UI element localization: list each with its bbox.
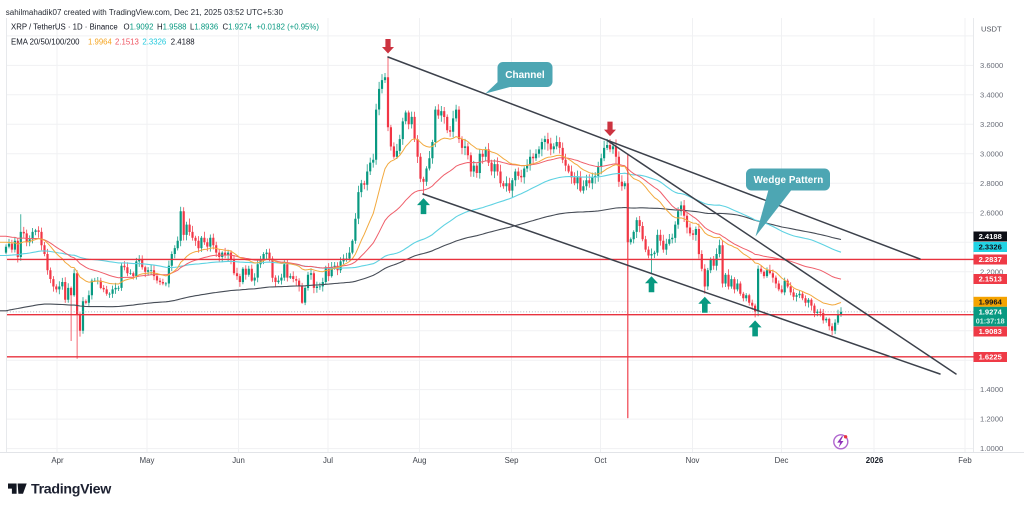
svg-text:2.3326: 2.3326 (979, 243, 1002, 252)
svg-text:sahilmahadik07 created with Tr: sahilmahadik07 created with TradingView.… (6, 8, 284, 17)
svg-text:3.6000: 3.6000 (980, 61, 1003, 70)
svg-text:1.0000: 1.0000 (980, 444, 1003, 453)
svg-text:Dec: Dec (775, 456, 789, 465)
svg-text:Sep: Sep (505, 456, 520, 465)
svg-text:1.9083: 1.9083 (979, 327, 1002, 336)
svg-text:Aug: Aug (413, 456, 427, 465)
svg-text:TradingView: TradingView (31, 482, 112, 498)
svg-text:USDT: USDT (981, 25, 1002, 34)
svg-text:2.4188: 2.4188 (979, 232, 1002, 241)
svg-text:2.2837: 2.2837 (979, 255, 1002, 264)
svg-text:Feb: Feb (958, 456, 972, 465)
svg-text:01:37:18: 01:37:18 (976, 317, 1005, 326)
svg-text:3.2000: 3.2000 (980, 120, 1003, 129)
svg-text:Apr: Apr (51, 456, 64, 465)
svg-text:Oct: Oct (594, 456, 607, 465)
svg-text:1.9274: 1.9274 (979, 308, 1003, 317)
svg-text:3.4000: 3.4000 (980, 90, 1003, 99)
svg-text:2.2000: 2.2000 (980, 267, 1003, 276)
svg-text:2.6000: 2.6000 (980, 208, 1003, 217)
svg-text:1.9964: 1.9964 (979, 298, 1003, 307)
svg-text:2026: 2026 (866, 456, 884, 465)
svg-text:May: May (140, 456, 155, 465)
svg-text:2.1513: 2.1513 (979, 275, 1002, 284)
svg-text:2.8000: 2.8000 (980, 179, 1003, 188)
svg-text:Nov: Nov (686, 456, 700, 465)
svg-text:1.4000: 1.4000 (980, 385, 1003, 394)
svg-text:Channel: Channel (505, 70, 545, 81)
svg-text:1.6225: 1.6225 (979, 353, 1003, 362)
svg-text:Jul: Jul (323, 456, 333, 465)
svg-text:Wedge Pattern: Wedge Pattern (754, 175, 824, 186)
svg-text:Jun: Jun (232, 456, 245, 465)
svg-text:1.2000: 1.2000 (980, 415, 1003, 424)
svg-text:3.0000: 3.0000 (980, 149, 1003, 158)
